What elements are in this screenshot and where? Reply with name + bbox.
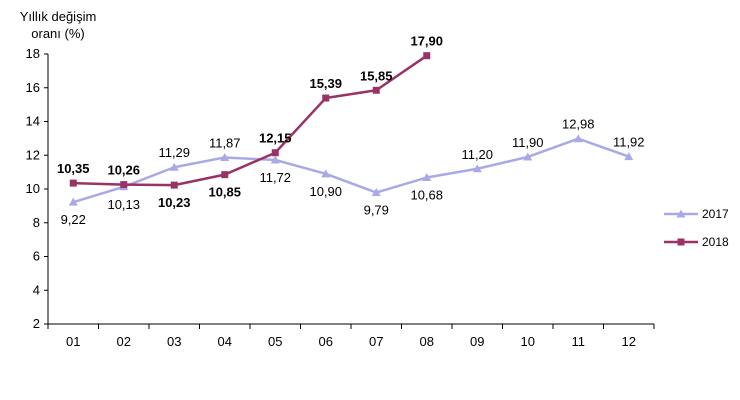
x-tick-label: 02 [117,334,131,349]
data-label-2017: 11,92 [613,135,645,150]
series-group [68,52,634,206]
data-point-2017 [472,164,482,173]
series-line-2017 [72,137,630,204]
data-label-2017: 10,68 [410,188,443,203]
x-tick-label: 06 [319,334,333,349]
data-label-2018: 10,26 [107,163,140,178]
y-tick-label: 14 [26,114,40,129]
legend-marker-2018 [677,238,685,246]
data-label-2018: 15,39 [309,76,342,91]
data-point-2018 [69,179,77,187]
data-point-2017 [169,162,179,171]
x-tick-label: 11 [572,334,586,349]
data-label-2017: 10,90 [309,184,342,199]
legend-label-2018: 2018 [702,235,729,249]
data-point-2018 [322,94,330,102]
y-axis-title: Yıllık değişim oranı (%) [20,9,97,41]
x-tick-label: 07 [369,334,383,349]
data-point-2017 [573,134,583,143]
data-label-2017: 9,79 [364,203,389,218]
x-tick-label: 04 [218,334,232,349]
data-label-2017: 11,72 [259,170,291,185]
data-point-2018 [170,181,178,189]
x-tick-label: 09 [470,334,484,349]
x-tick-label: 08 [420,334,434,349]
data-point-2017 [321,169,331,178]
data-point-2018 [372,86,380,94]
data-label-2018: 15,85 [360,68,393,83]
data-label-2017: 10,13 [107,197,140,212]
data-label-2017: 11,87 [209,135,241,150]
data-label-2017: 12,98 [562,117,595,132]
data-point-2017 [422,173,432,182]
data-label-2017: 9,22 [61,212,86,227]
y-tick-label: 18 [26,46,40,61]
y-axis-title-line-1: Yıllık değişim [20,9,97,24]
data-label-2017: 11,29 [158,145,190,160]
y-tick-label: 12 [26,147,40,162]
data-label-2017: 11,90 [512,135,544,150]
y-tick-label: 10 [26,181,40,196]
series-line-2018 [73,54,428,187]
data-point-2018 [120,181,128,189]
data-point-2017 [270,155,280,164]
x-tick-label: 12 [622,334,636,349]
data-label-2018: 17,90 [410,34,443,49]
x-tick-label: 03 [167,334,181,349]
data-point-2017 [523,152,533,161]
data-label-2018: 10,35 [57,161,90,176]
data-point-2017 [220,152,230,161]
y-tick-label: 8 [33,215,40,230]
data-label-2018: 10,85 [208,185,241,200]
data-point-2018 [423,52,431,60]
data-label-2017: 11,20 [461,147,493,162]
x-tick-label: 05 [268,334,282,349]
data-labels: 9,22 10,13 11,29 11,87 11,72 10,90 9,79 10,68 11… [57,34,645,227]
legend-label-2017: 2017 [702,207,729,221]
data-point-2018 [271,149,279,157]
data-point-2017 [371,188,381,197]
data-point-2017 [624,152,634,161]
legend: 2017 2018 [664,207,729,249]
data-point-2017 [68,197,78,206]
y-axis-ticks: 2 4 6 8 10 12 14 16 18 [26,46,48,331]
y-tick-label: 2 [33,316,40,331]
data-label-2018: 12,15 [259,131,292,146]
x-axis-ticks: 01 02 03 04 05 06 07 08 09 10 11 12 [47,324,655,349]
legend-marker-2017 [676,209,686,218]
x-tick-label: 10 [521,334,535,349]
y-tick-label: 4 [33,282,40,297]
y-axis-title-line-2: oranı (%) [31,26,84,41]
data-point-2018 [221,171,229,179]
y-tick-label: 16 [26,80,40,95]
data-label-2018: 10,23 [158,195,191,210]
x-tick-label: 01 [66,334,80,349]
y-tick-label: 6 [33,249,40,264]
